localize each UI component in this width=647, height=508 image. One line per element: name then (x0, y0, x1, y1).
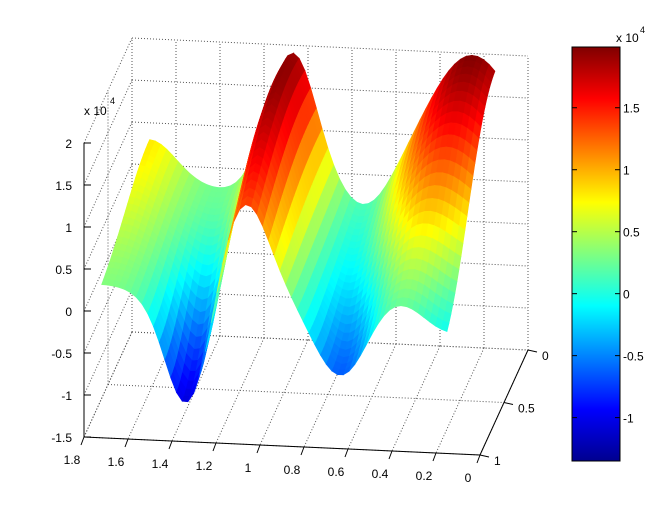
x-tick-label: 0.6 (328, 465, 345, 479)
z-tick-label: 0.5 (55, 263, 72, 277)
colorbar-tick-label: 0.5 (623, 226, 640, 240)
z-tick-label: 2 (65, 137, 72, 151)
z-tick-label: -1 (61, 389, 72, 403)
y-tick (503, 402, 514, 405)
y-tick (479, 454, 490, 458)
x-tick (476, 454, 481, 464)
x-tick-label: 1 (245, 461, 252, 475)
y-tick-label: 0 (542, 349, 549, 363)
z-tick-label: -0.5 (51, 347, 72, 361)
x-tick (300, 446, 305, 456)
z-tick-label: 1.5 (55, 179, 72, 193)
z-tick-label: 0 (65, 305, 72, 319)
colorbar-tick-label: -1 (623, 412, 634, 426)
z-tick-label: 1 (65, 221, 72, 235)
grid-line-z-back (131, 37, 529, 57)
x-tick-label: 0.8 (284, 463, 301, 477)
colorbar-exponent-label: x 10 (616, 31, 639, 45)
x-tick (212, 442, 217, 452)
grid-line-z-side (83, 37, 133, 144)
x-tick-label: 1.2 (196, 459, 213, 473)
colorbar: 1.5 1 0.5 0 -0.5 -1 (571, 46, 644, 462)
x-tick-label: 1.6 (108, 455, 125, 469)
colorbar-tick-label: 1.5 (623, 102, 640, 116)
grid-line-x-floor (303, 341, 353, 448)
x-tick-label: 0 (465, 471, 472, 485)
x-tick-label: 0.2 (416, 469, 433, 483)
x-tick-label: 0.4 (372, 467, 389, 481)
x-tick (168, 440, 173, 450)
grid-line-x-floor (171, 335, 221, 442)
surface-patch (440, 320, 450, 332)
grid-line-x-floor (435, 347, 485, 454)
x-tick-label: 1.8 (64, 453, 81, 467)
surface (101, 52, 496, 403)
x-tick (124, 438, 129, 448)
colorbar-tick-label: 1 (623, 164, 630, 178)
z-tick-label: -1.5 (51, 431, 72, 445)
tick-labels: 1.8 1.6 1.4 1.2 1 0.8 0.6 0.4 0.2 0 0 0.5 1 2 1.5 1 0.5 0… (51, 137, 549, 485)
grid-line-x-floor (391, 345, 441, 452)
grid-line-x-floor (259, 339, 309, 446)
x-tick (388, 450, 393, 460)
colorbar-gradient (571, 46, 621, 462)
z-exponent-power: 4 (110, 96, 115, 106)
x-tick-label: 1.4 (152, 457, 169, 471)
y-tick-label: 0.5 (518, 402, 535, 416)
colorbar-tick-label: 0 (623, 288, 630, 302)
x-tick (432, 452, 437, 462)
grid-line-x-floor (127, 333, 177, 440)
x-tick (344, 448, 349, 458)
colorbar-exponent-power: 4 (640, 25, 645, 35)
x-axis-line (83, 436, 481, 456)
y-tick (527, 349, 538, 353)
x-tick (256, 444, 261, 454)
z-exponent-label: x 10 (84, 104, 107, 118)
x-tick (80, 436, 85, 446)
grid-line-y-floor (107, 384, 505, 403)
y-tick-label: 1 (494, 454, 501, 468)
axes (80, 142, 538, 464)
colorbar-tick-label: -0.5 (623, 350, 644, 364)
